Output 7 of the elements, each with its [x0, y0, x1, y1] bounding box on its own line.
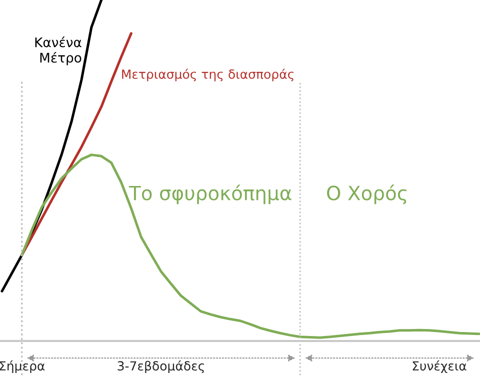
- annotation: Το σφυροκόπημα: [128, 184, 292, 204]
- x-tick-label: 3-7εβδομάδες: [118, 360, 204, 374]
- x-tick-label: Συνέχεια: [412, 360, 466, 374]
- series-label: Μετριασμός της διασποράς: [122, 68, 294, 82]
- x-tick-label: Σήμερα: [0, 360, 45, 374]
- annotation: Ο Χορός: [327, 184, 406, 204]
- series-label: Κανένα Μέτρο: [35, 36, 82, 66]
